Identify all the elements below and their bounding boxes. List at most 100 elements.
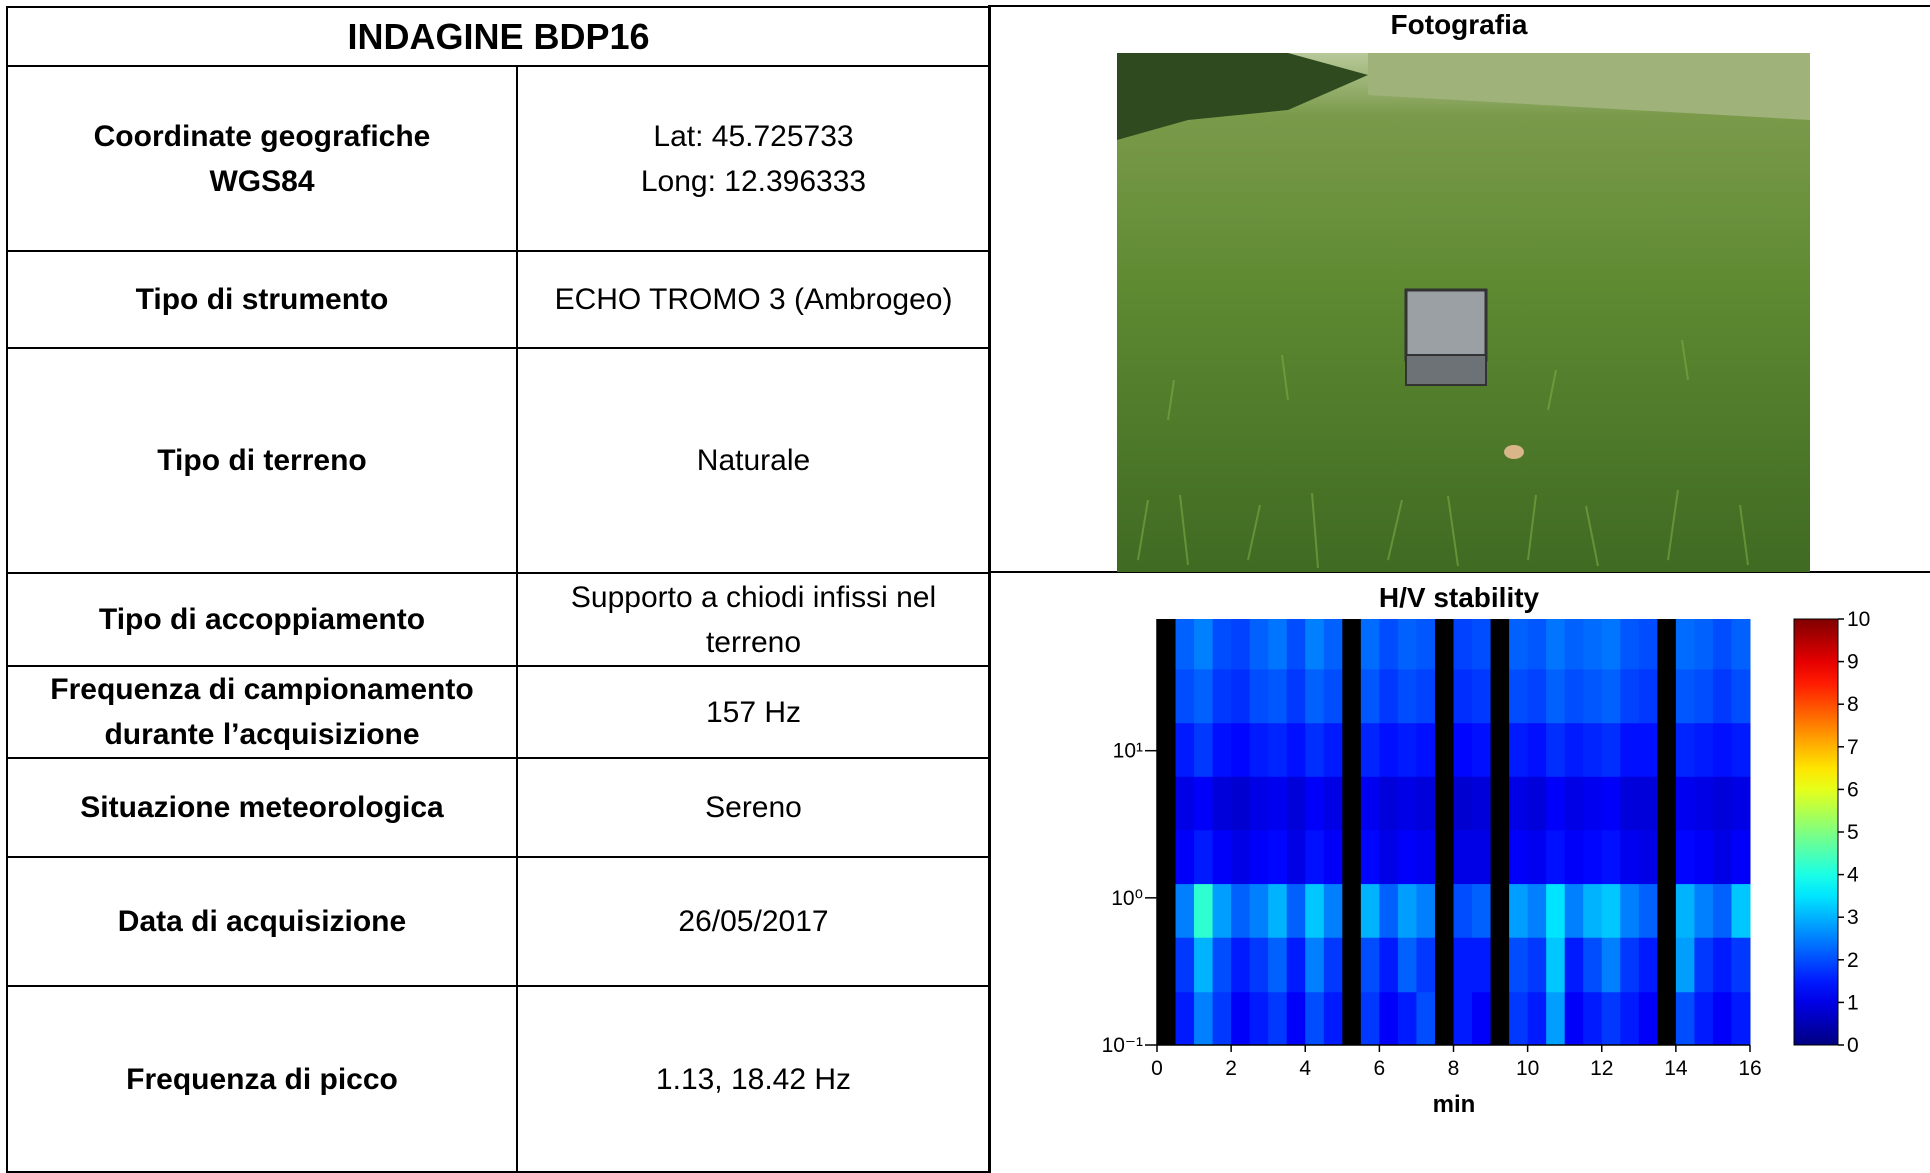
colorbar-tick-label: 3 [1847,906,1859,929]
heatmap-cell [1268,829,1288,885]
heatmap-cell [1731,776,1751,831]
heatmap-cell [1675,829,1695,885]
heatmap-cell [1360,829,1380,885]
row-label: Tipo di terreno [6,347,518,574]
heatmap-cell [1472,619,1492,670]
heatmap-cell [1546,883,1566,938]
heatmap-cell [1601,991,1621,1046]
heatmap-cell [1731,829,1751,885]
heatmap-cell [1397,668,1417,724]
heatmap-cell [1453,883,1473,938]
heatmap-cell [1286,776,1306,831]
heatmap-cell [1342,722,1362,777]
heatmap-cell [1342,937,1362,993]
heatmap-cell [1601,829,1621,885]
heatmap-cell [1601,668,1621,724]
heatmap-cell [1360,722,1380,777]
heatmap-cell [1305,668,1325,724]
heatmap-cell [1231,722,1251,777]
heatmap-cell [1694,668,1714,724]
heatmap-cell [1397,991,1417,1046]
photo [1117,53,1810,572]
heatmap-cell [1416,668,1436,724]
heatmap-cell [1305,883,1325,938]
colorbar-tick-label: 0 [1847,1034,1859,1057]
chart-title: H/V stability [1379,582,1540,613]
row-value: Naturale [516,347,991,574]
table-row: Frequenza di campionamento durante l’acq… [6,665,991,759]
heatmap-cell [1416,776,1436,831]
colorbar-tick-label: 6 [1847,778,1859,801]
heatmap-cell [1564,722,1584,777]
heatmap-cell [1397,619,1417,670]
heatmap-cell [1379,668,1399,724]
heatmap-cell [1157,829,1177,885]
table-title: INDAGINE BDP16 [6,6,991,67]
heatmap-cell [1694,619,1714,670]
heatmap-cell [1397,722,1417,777]
heatmap-cell [1712,829,1732,885]
heatmap-cell [1472,829,1492,885]
colorbar-tick-label: 9 [1847,651,1859,674]
heatmap-cell [1286,991,1306,1046]
heatmap-cell [1490,619,1510,670]
heatmap-cell [1323,776,1343,831]
x-tick-label: 4 [1299,1057,1311,1080]
heatmap-cell [1620,829,1640,885]
heatmap-cell [1231,937,1251,993]
heatmap-cell [1157,776,1177,831]
heatmap-cell [1453,991,1473,1046]
heatmap-cell [1675,776,1695,831]
heatmap-cell [1416,937,1436,993]
heatmap-cell [1360,883,1380,938]
heatmap-cell [1472,937,1492,993]
heatmap-cell [1601,937,1621,993]
heatmap-cell [1712,776,1732,831]
heatmap-cell [1675,668,1695,724]
heatmap-cell [1620,668,1640,724]
heatmap-cell [1472,722,1492,777]
heatmap-cell [1305,991,1325,1046]
table-row: Frequenza di picco 1.13, 18.42 Hz [6,985,991,1173]
heatmap-cell [1675,937,1695,993]
heatmap-cell [1212,991,1232,1046]
heatmap-cell [1434,722,1454,777]
x-axis-label: min [1433,1091,1476,1118]
heatmap-cell [1434,991,1454,1046]
heatmap-cell [1453,722,1473,777]
heatmap-cell [1379,722,1399,777]
heatmap-cell [1731,991,1751,1046]
heatmap-cell [1583,619,1603,670]
heatmap-cell [1583,776,1603,831]
heatmap-cell [1546,776,1566,831]
heatmap-cell [1212,668,1232,724]
heatmap-cell [1342,883,1362,938]
heatmap-cell [1212,829,1232,885]
heatmap-cell [1249,668,1269,724]
heatmap-cell [1731,722,1751,777]
heatmap-cell [1212,883,1232,938]
heatmap-cell [1305,619,1325,670]
x-tick-label: 2 [1225,1057,1237,1080]
heatmap-cell [1657,937,1677,993]
heatmap-cell [1249,991,1269,1046]
heatmap-cell [1712,722,1732,777]
heatmap-cell [1657,829,1677,885]
heatmap-cell [1286,668,1306,724]
heatmap-cell [1175,722,1195,777]
colorbar [1793,618,1839,1046]
heatmap-cell [1360,619,1380,670]
heatmap-cell [1564,937,1584,993]
heatmap-cell [1360,668,1380,724]
heatmap-cell [1305,829,1325,885]
heatmap-cell [1286,829,1306,885]
heatmap-cell [1268,883,1288,938]
x-tick-label: 12 [1590,1057,1613,1080]
heatmap-cell [1305,937,1325,993]
heatmap-cell [1527,722,1547,777]
heatmap-cell [1268,776,1288,831]
row-label: Situazione meteorologica [6,757,518,858]
heatmap-cell [1675,619,1695,670]
